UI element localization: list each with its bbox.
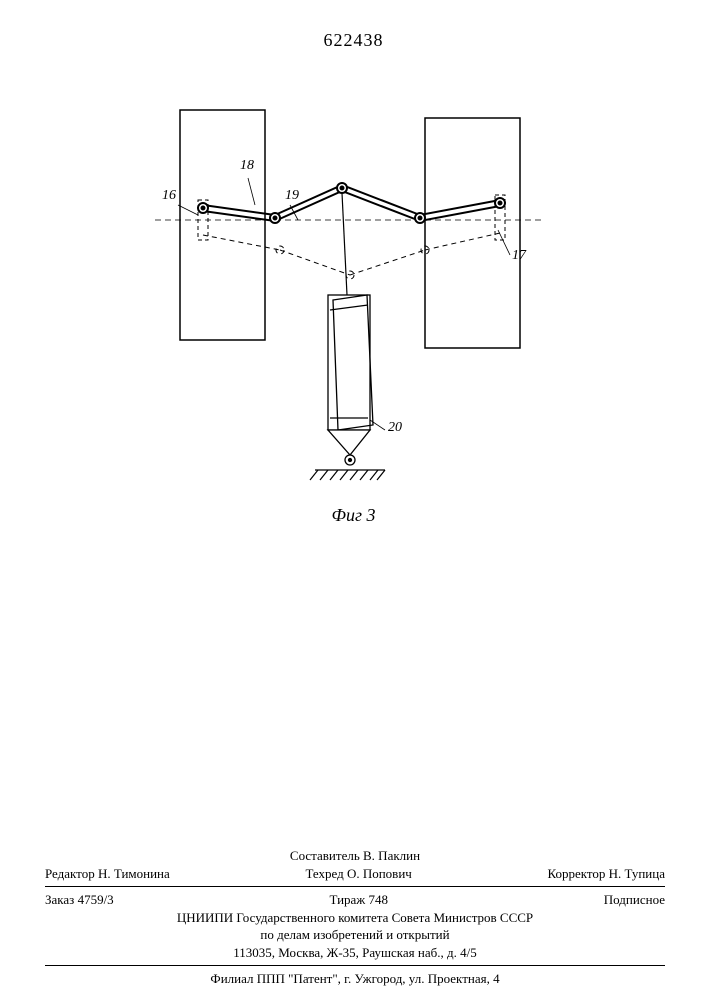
compiler-name: В. Паклин <box>363 848 420 863</box>
figure-3-diagram: 16 18 19 17 20 <box>140 100 560 520</box>
left-member <box>180 110 265 340</box>
ref-17: 17 <box>512 248 526 264</box>
credits-row: Редактор Н. Тимонина Техред О. Попович К… <box>45 865 665 883</box>
tirazh-value: 748 <box>369 892 389 907</box>
proof-cell: Корректор Н. Тупица <box>547 865 665 883</box>
editor-name: Н. Тимонина <box>98 866 170 881</box>
sub-cell: Подписное <box>604 891 665 909</box>
ref-16: 16 <box>162 188 176 204</box>
proof-label: Корректор <box>547 866 605 881</box>
org-line-1: ЦНИИПИ Государственного комитета Совета … <box>45 909 665 927</box>
order-value: 4759/3 <box>78 892 114 907</box>
tech-label: Техред <box>305 866 343 881</box>
compiler-label: Составитель <box>290 848 360 863</box>
ref-20: 20 <box>388 420 402 436</box>
tirazh-label: Тираж <box>329 892 365 907</box>
ref-18: 18 <box>240 158 254 174</box>
proof-name: Н. Тупица <box>609 866 665 881</box>
order-row: Заказ 4759/3 Тираж 748 Подписное <box>45 891 665 909</box>
tirazh-cell: Тираж 748 <box>329 891 388 909</box>
order-label: Заказ <box>45 892 74 907</box>
tech-cell: Техред О. Попович <box>305 865 411 883</box>
address-2: Филиал ППП "Патент", г. Ужгород, ул. Про… <box>45 970 665 988</box>
document-number: 622438 <box>0 30 707 51</box>
org-line-2: по делам изобретений и открытий <box>45 926 665 944</box>
compiler-line: Составитель В. Паклин <box>45 847 665 865</box>
actuator-20 <box>328 295 373 465</box>
tech-name: О. Попович <box>347 866 412 881</box>
divider-2 <box>45 965 665 966</box>
patent-page: 622438 <box>0 0 707 1000</box>
right-member <box>425 118 520 348</box>
divider-1 <box>45 886 665 887</box>
editor-label: Редактор <box>45 866 95 881</box>
address-1: 113035, Москва, Ж-35, Раушская наб., д. … <box>45 944 665 962</box>
figure-caption: Фиг 3 <box>0 505 707 526</box>
colophon-block: Составитель В. Паклин Редактор Н. Тимони… <box>45 847 665 988</box>
push-rod <box>342 193 347 295</box>
mechanism-svg <box>140 100 560 520</box>
order-cell: Заказ 4759/3 <box>45 891 114 909</box>
editor-cell: Редактор Н. Тимонина <box>45 865 170 883</box>
ground-symbol <box>310 470 385 480</box>
ref-19: 19 <box>285 188 299 204</box>
